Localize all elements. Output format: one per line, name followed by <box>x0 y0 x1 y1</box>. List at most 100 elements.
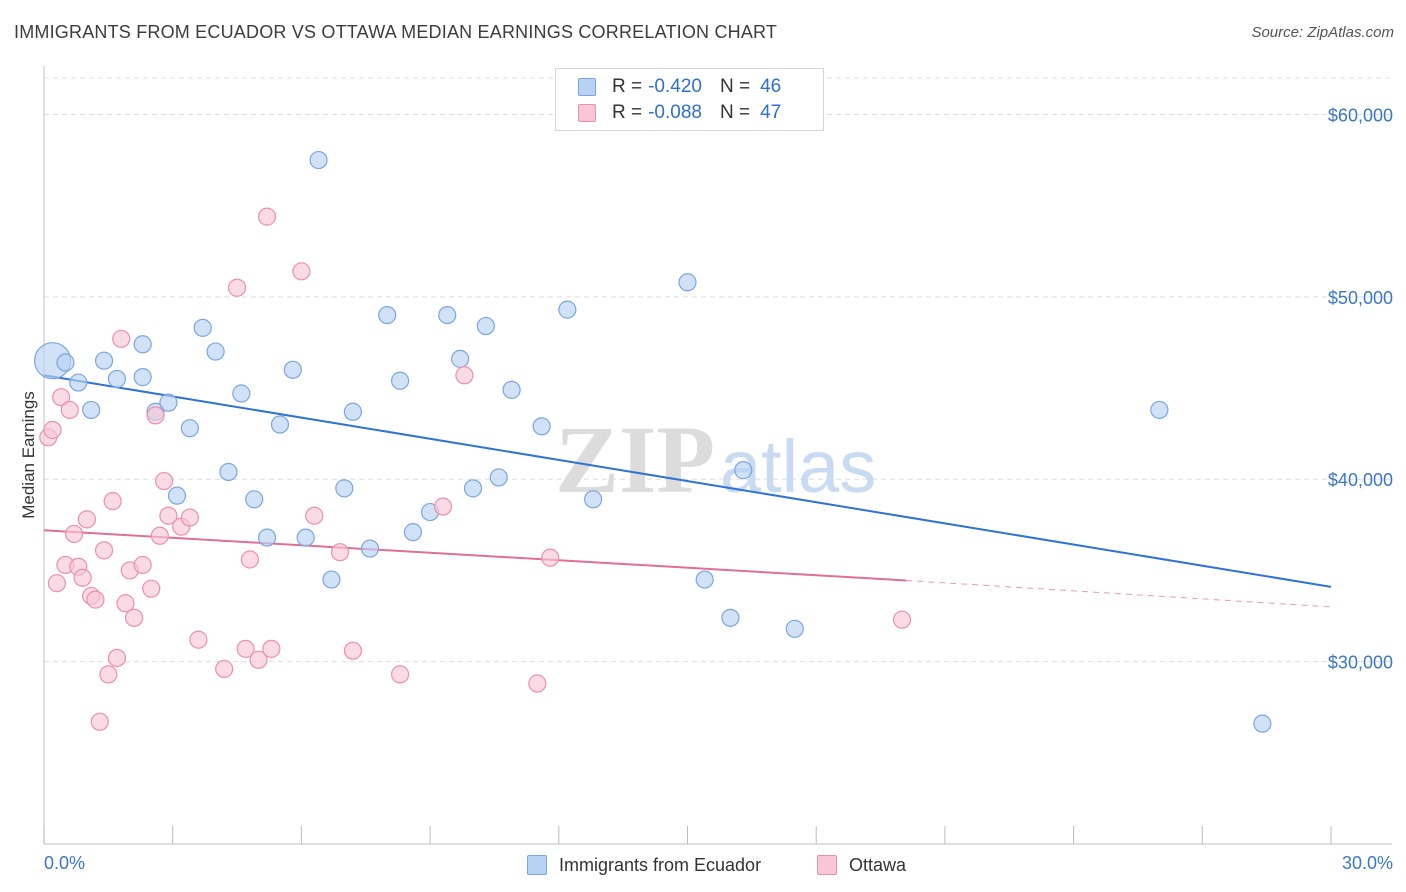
legend-n-label: N = <box>719 102 751 123</box>
ottawa-point <box>305 506 324 525</box>
ecuador-point <box>56 353 75 372</box>
ottawa-point <box>227 278 247 297</box>
ottawa-point <box>330 543 350 562</box>
ottawa-point <box>455 366 474 385</box>
ottawa-point <box>180 508 199 527</box>
source-label: Source: ZipAtlas.com <box>1251 24 1394 41</box>
y-axis-label: Median Earnings <box>19 391 38 519</box>
bottom-legend-label: Immigrants from Ecuador <box>559 854 762 875</box>
legend-n-label: N = <box>719 76 751 97</box>
ecuador-point <box>390 371 410 390</box>
chart-title: IMMIGRANTS FROM ECUADOR VS OTTAWA MEDIAN… <box>14 22 778 42</box>
ottawa-point <box>343 641 362 660</box>
bottom-legend-label: Ottawa <box>849 854 907 875</box>
watermark: ZIP atlas <box>555 406 876 513</box>
ecuador-point <box>309 150 328 170</box>
ottawa-point <box>262 639 281 658</box>
ecuador-point <box>219 462 238 482</box>
ottawa-trend-extension <box>906 579 1332 608</box>
ottawa-point <box>240 550 260 569</box>
ecuador-point <box>360 539 380 558</box>
ottawa-point <box>257 207 277 226</box>
ecuador-point <box>159 393 178 412</box>
ecuador-point <box>193 318 212 337</box>
ecuador-point <box>463 479 483 498</box>
ecuador-point <box>335 479 354 498</box>
ottawa-point <box>155 471 174 491</box>
ecuador-point <box>283 360 302 379</box>
ottawa-point <box>249 650 268 669</box>
tick-labels: $30,000 $40,000 $50,000 $60,000 0.0% 30.0% <box>44 105 1393 873</box>
ottawa-point <box>150 526 169 545</box>
axes <box>43 66 1392 845</box>
ecuador-point <box>378 305 397 325</box>
trend-lines <box>43 374 1332 608</box>
ecuador-point <box>489 468 508 487</box>
legend-n-value: 46 <box>760 76 782 97</box>
ecuador-point <box>257 528 277 547</box>
ecuador-point <box>245 490 264 509</box>
ottawa-point <box>103 492 122 511</box>
y-tick-label: $60,000 <box>1328 105 1393 125</box>
ecuador-point <box>403 523 423 542</box>
ottawa-point <box>60 400 79 420</box>
ecuador-point <box>322 570 341 589</box>
ottawa-point <box>292 262 311 281</box>
ecuador-point <box>476 316 495 336</box>
ecuador-point <box>107 369 127 389</box>
svg-text:ZIP: ZIP <box>555 406 715 513</box>
ottawa-point <box>892 610 912 629</box>
ottawa-point <box>47 574 66 593</box>
ottawa-point <box>215 659 234 679</box>
legend-swatch-pink <box>817 855 837 875</box>
legend-swatch-blue <box>527 855 547 875</box>
ecuador-point <box>721 608 740 627</box>
ottawa-point <box>390 665 410 684</box>
x-tick-label: 0.0% <box>44 853 85 873</box>
ecuador-point <box>69 373 88 392</box>
ecuador-point <box>296 528 315 547</box>
legend-r-value: -0.088 <box>648 102 702 123</box>
ecuador-point <box>734 461 753 480</box>
ecuador-point <box>167 486 187 505</box>
y-tick-label: $30,000 <box>1328 653 1393 673</box>
legend-swatch-blue <box>578 78 596 96</box>
bottom-legend-ecuador: Immigrants from Ecuador <box>527 852 761 878</box>
ottawa-point <box>236 639 255 658</box>
ecuador-point <box>502 380 521 399</box>
ottawa-point <box>541 548 560 567</box>
ottawa-point <box>146 406 165 425</box>
ottawa-point <box>159 506 178 525</box>
y-tick-label: $40,000 <box>1328 470 1393 490</box>
ottawa-point <box>528 674 547 693</box>
ecuador-point <box>438 305 457 325</box>
y-tick-label: $50,000 <box>1328 288 1393 308</box>
ottawa-point <box>90 712 109 731</box>
bottom-legend-ottawa: Ottawa <box>817 852 906 878</box>
ecuador-point <box>343 402 362 421</box>
legend-n-value: 47 <box>760 102 782 123</box>
ottawa-point <box>189 630 208 649</box>
ecuador-point <box>584 490 603 509</box>
legend-swatch-pink <box>578 104 596 122</box>
ecuador-point <box>206 342 225 361</box>
ecuador-point <box>94 351 114 370</box>
ottawa-trend-line <box>43 529 907 582</box>
ottawa-point <box>73 568 92 587</box>
ecuador-trend-line <box>43 374 1332 588</box>
legend-r-label: R = <box>612 102 643 123</box>
ottawa-point <box>77 510 97 529</box>
ecuador-point <box>451 349 470 368</box>
ecuador-point <box>1150 400 1169 420</box>
ecuador-point <box>678 273 697 292</box>
ecuador-point <box>270 415 290 434</box>
ecuador-point <box>785 619 804 638</box>
ottawa-point <box>124 608 144 627</box>
ecuador-point <box>1253 714 1272 733</box>
ottawa-point <box>64 524 84 544</box>
gridlines <box>44 77 1392 663</box>
ecuador-point <box>232 384 251 403</box>
ottawa-point <box>52 388 71 407</box>
correlation-legend: R = -0.420 N = 46 R = -0.088 N = 47 <box>555 68 824 131</box>
